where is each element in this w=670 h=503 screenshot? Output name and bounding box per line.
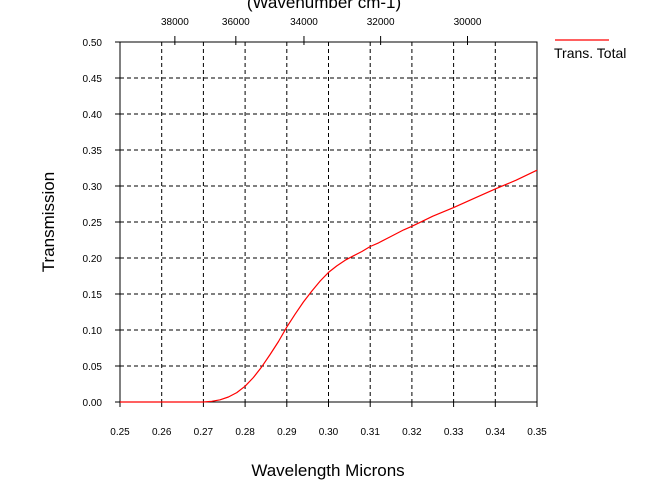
y-axis-title: Transmission <box>39 172 58 272</box>
y-tick-label: 0.15 <box>83 290 103 301</box>
x-tick-label: 0.29 <box>277 427 297 438</box>
y-tick-label: 0.05 <box>83 362 103 373</box>
y-tick-label: 0.20 <box>83 254 103 265</box>
x-tick-label: 0.25 <box>110 427 130 438</box>
legend: Trans. Total <box>554 39 626 61</box>
x-axis-ticks: 0.25 0.26 0.27 0.28 0.29 0.30 0.31 0.32 0.33 0.34… <box>110 402 547 438</box>
x-tick-label: 0.33 <box>444 427 464 438</box>
y-tick-label: 0.45 <box>83 74 103 85</box>
y-axis-ticks: 0.00 0.05 0.10 0.15 0.20 0.25 0.30 0.35 0.40 0.45… <box>83 38 120 409</box>
x-tick-label: 0.31 <box>360 427 380 438</box>
x-tick-label: 0.35 <box>527 427 547 438</box>
top-tick-label: 30000 <box>454 17 482 28</box>
x-tick-label: 0.28 <box>235 427 255 438</box>
x-tick-label: 0.30 <box>319 427 339 438</box>
y-tick-label: 0.40 <box>83 110 103 121</box>
plot-frame <box>119 41 538 403</box>
top-tick-label: 38000 <box>161 17 189 28</box>
y-tick-label: 0.30 <box>83 182 103 193</box>
series-line-trans-total <box>120 169 538 403</box>
top-tick-label: 32000 <box>367 17 395 28</box>
x-tick-label: 0.32 <box>402 427 422 438</box>
x-tick-label: 0.27 <box>194 427 214 438</box>
chart-title: (Wavenumber cm-1) <box>247 0 401 12</box>
x-axis-title: Wavelength Microns <box>251 461 404 480</box>
grid <box>120 42 537 402</box>
legend-label: Trans. Total <box>554 45 626 61</box>
x-tick-label: 0.34 <box>486 427 506 438</box>
y-tick-label: 0.35 <box>83 146 103 157</box>
y-tick-label: 0.10 <box>83 326 103 337</box>
y-tick-label: 0.25 <box>83 218 103 229</box>
y-tick-label: 0.50 <box>83 38 103 49</box>
x-tick-label: 0.26 <box>152 427 172 438</box>
top-tick-label: 36000 <box>222 17 250 28</box>
top-axis-ticks: 38000 36000 34000 32000 30000 <box>161 17 482 45</box>
y-tick-label: 0.00 <box>83 398 103 409</box>
series-layer <box>120 169 538 403</box>
top-tick-label: 34000 <box>290 17 318 28</box>
